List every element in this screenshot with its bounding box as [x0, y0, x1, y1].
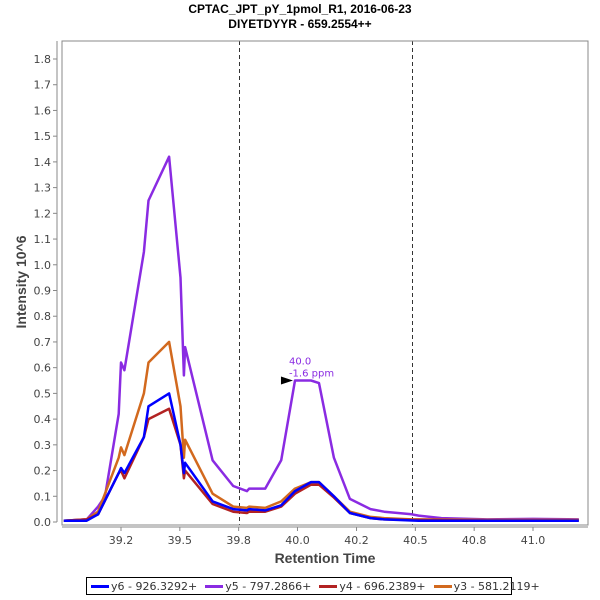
vertical-markers — [239, 41, 413, 525]
x-tick-label: 39.2 — [109, 534, 134, 547]
annotation-rt: 40.0 — [289, 357, 311, 368]
annotation-arrow-icon — [280, 376, 293, 385]
legend-item: y5 - 797.2866+ — [205, 580, 311, 593]
peak-annotation: 40.0 -1.6 ppm — [280, 357, 334, 385]
y-tick-label: 1.2 — [34, 207, 52, 220]
y-tick-label: 0.8 — [34, 310, 52, 323]
chromatogram-chart: CPTAC_JPT_pY_1pmol_R1, 2016-06-23 DIYETD… — [13, 2, 589, 566]
x-tick-label: 39.8 — [226, 534, 251, 547]
y-tick-label: 1.8 — [34, 53, 52, 66]
x-tick-label: 40.8 — [462, 534, 487, 547]
legend-swatch — [205, 584, 224, 588]
legend-swatch — [319, 584, 338, 588]
legend: y6 - 926.3292+ y5 - 797.2866+ y4 - 696.238… — [86, 577, 540, 595]
y-tick-label: 1.7 — [34, 79, 52, 92]
y-tick-label: 0.7 — [34, 336, 52, 349]
legend-item: y4 - 696.2389+ — [319, 579, 426, 593]
legend-swatch — [433, 584, 452, 588]
y-tick-label: 0.0 — [34, 516, 52, 529]
x-tick-label: 40.2 — [344, 534, 369, 547]
y-tick-label: 0.2 — [34, 465, 52, 478]
legend-swatch — [91, 584, 109, 588]
y-tick-label: 1.4 — [34, 156, 52, 169]
x-tick-label: 41.0 — [521, 534, 546, 547]
y-tick-label: 0.6 — [34, 362, 52, 375]
y-tick-label: 1.1 — [34, 233, 52, 246]
legend-label: y6 - 926.3292+ — [111, 579, 198, 593]
x-tick-label: 40.0 — [285, 534, 310, 547]
y-tick-label: 1.3 — [34, 182, 52, 195]
series-line-y6 — [63, 392, 579, 522]
chart-title: CPTAC_JPT_pY_1pmol_R1, 2016-06-23 — [188, 2, 412, 16]
y-tick-label: 0.4 — [34, 413, 52, 426]
chart-subtitle: DIYETDYYR - 659.2554++ — [228, 17, 371, 31]
x-axis: 39.2 39.5 39.8 40.0 40.2 40.5 40.8 41.0 — [109, 527, 546, 547]
y-tick-label: 0.5 — [34, 387, 52, 400]
plot-area — [62, 41, 588, 526]
y-tick-label: 0.9 — [34, 285, 52, 298]
annotation-ppm: -1.6 ppm — [289, 369, 334, 380]
x-tick-label: 40.5 — [403, 534, 428, 547]
y-tick-label: 0.1 — [34, 490, 52, 503]
y-tick-label: 1.0 — [34, 259, 52, 272]
legend-item: y3 - 581.2119+ — [433, 579, 540, 593]
y-tick-label: 0.3 — [34, 439, 52, 452]
legend-label: y3 - 581.2119+ — [453, 579, 540, 593]
y-tick-label: 1.5 — [34, 130, 52, 143]
y-axis: 0.0 0.1 0.2 0.3 0.4 0.5 0.6 0.7 0.8 0.9 1.0 1.1 1.2 1… — [34, 53, 57, 529]
legend-label: y5 - 797.2866+ — [225, 579, 312, 593]
x-tick-label: 39.5 — [168, 534, 193, 547]
y-tick-label: 1.6 — [34, 104, 52, 117]
plot-frame — [61, 40, 589, 526]
series-line-y5 — [63, 155, 579, 522]
legend-item: y6 - 926.3292+ — [91, 580, 197, 593]
y-axis-label: Intensity 10^6 — [13, 235, 29, 328]
series-group — [63, 155, 579, 522]
legend-label: y4 - 696.2389+ — [339, 579, 426, 593]
x-axis-label: Retention Time — [275, 550, 376, 566]
